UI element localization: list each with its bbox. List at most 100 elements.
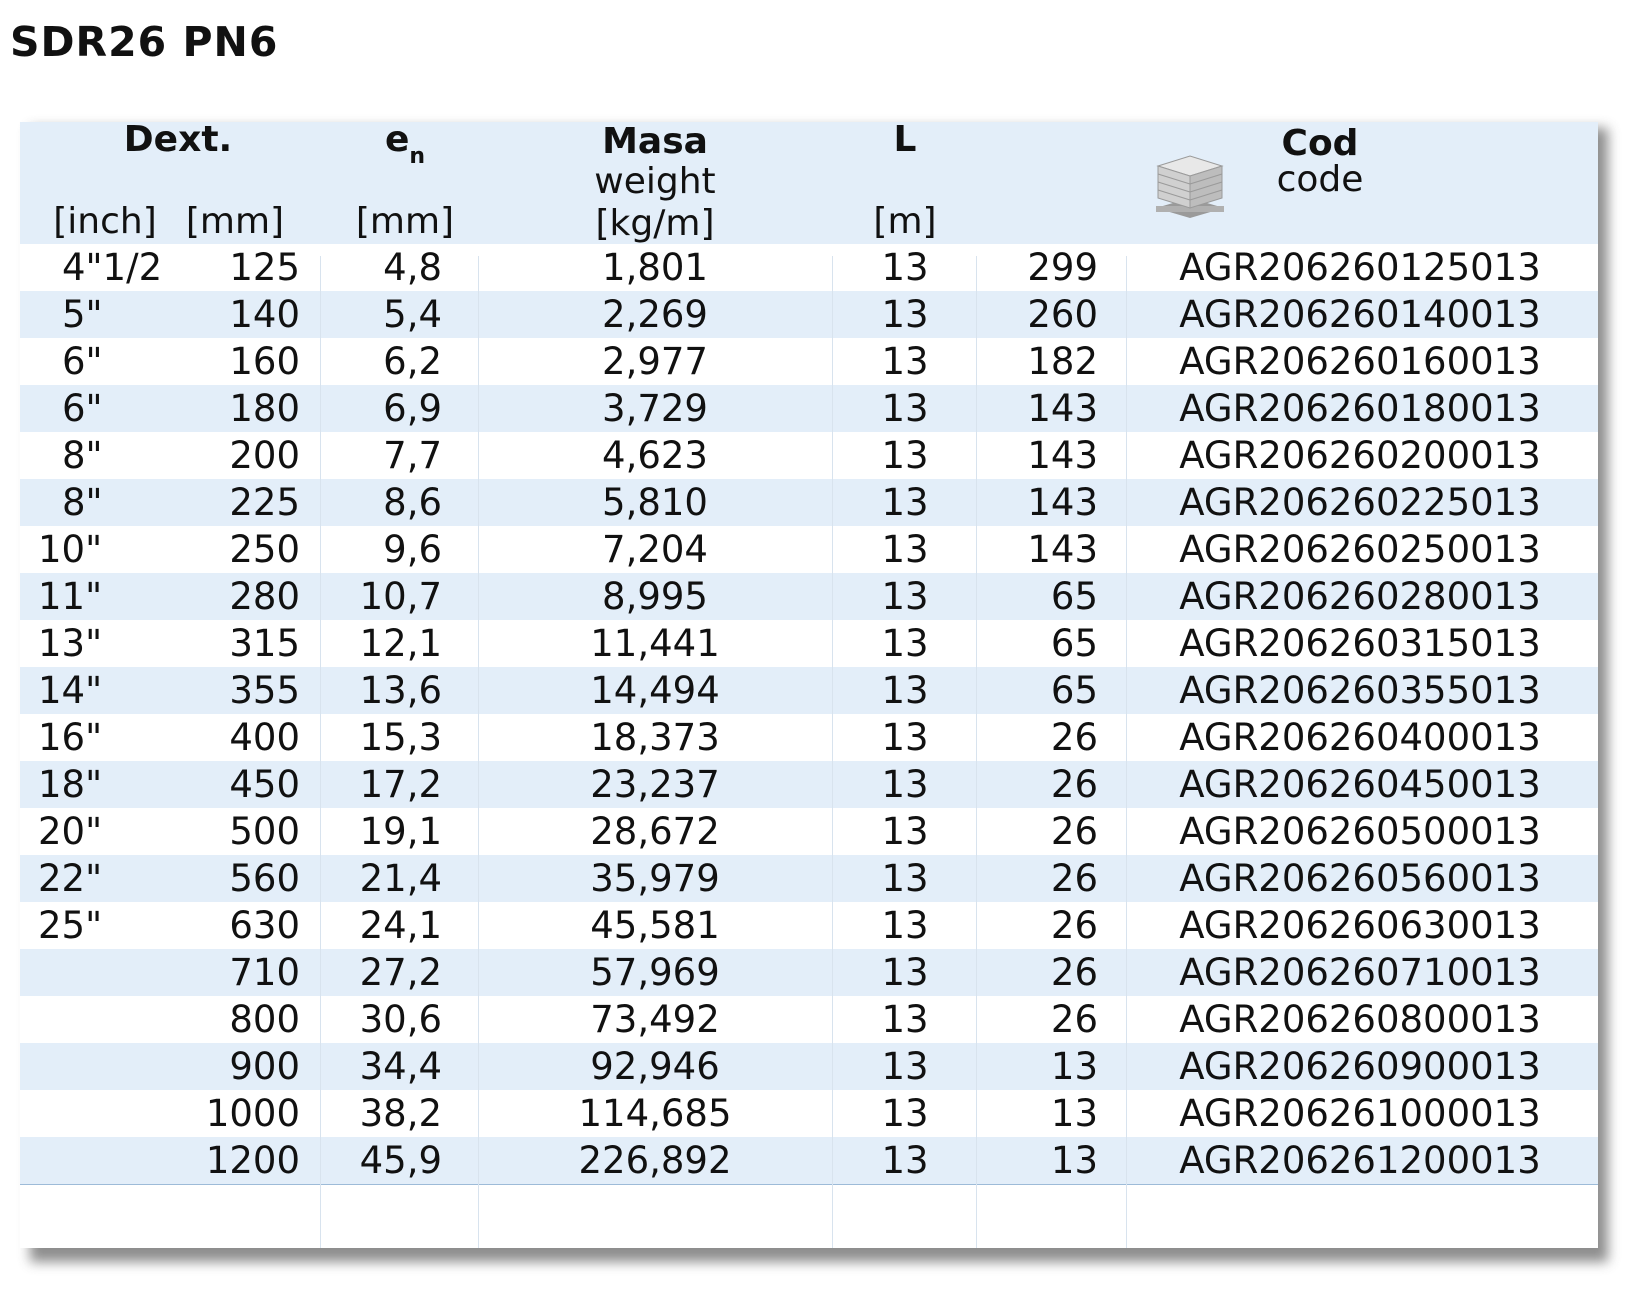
cell-en: 6,9 xyxy=(383,387,442,430)
cell-l: 13 xyxy=(881,622,929,665)
cell-qty: 26 xyxy=(1050,763,1098,806)
cell-code: AGR206260630013 xyxy=(1179,904,1541,947)
cell-en: 45,9 xyxy=(359,1139,442,1182)
header-en-main: e xyxy=(384,122,410,160)
cell-weight: 28,672 xyxy=(590,810,720,853)
cell-mm: 560 xyxy=(229,857,300,900)
header-l: L xyxy=(893,122,917,160)
cell-weight: 11,441 xyxy=(590,622,720,665)
cell-en: 12,1 xyxy=(359,622,442,665)
table-row: 11" 280 10,7 8,995 13 65 AGR206260280013 xyxy=(20,573,1598,621)
cell-code: AGR206260125013 xyxy=(1179,246,1541,289)
cell-mm: 1200 xyxy=(205,1139,300,1182)
cell-en: 19,1 xyxy=(359,810,442,853)
table-row: 710 27,2 57,969 13 26 AGR206260710013 xyxy=(20,949,1598,997)
cell-qty: 65 xyxy=(1050,622,1098,665)
cell-qty: 143 xyxy=(1027,387,1098,430)
cell-en: 34,4 xyxy=(359,1045,442,1088)
cell-mm: 900 xyxy=(229,1045,300,1088)
cell-qty: 299 xyxy=(1027,246,1098,289)
cell-inch: 13" xyxy=(38,622,103,665)
cell-mm: 140 xyxy=(229,293,300,336)
cell-inch: 8" xyxy=(62,481,103,524)
cell-qty: 65 xyxy=(1050,669,1098,712)
cell-l: 13 xyxy=(881,669,929,712)
cell-l: 13 xyxy=(881,951,929,994)
cell-mm: 200 xyxy=(229,434,300,477)
header-weight: weight xyxy=(594,161,716,202)
cell-mm: 500 xyxy=(229,810,300,853)
cell-l: 13 xyxy=(881,528,929,571)
cell-mm: 630 xyxy=(229,904,300,947)
column-divider xyxy=(832,256,833,1248)
cell-code: AGR206260180013 xyxy=(1179,387,1541,430)
cell-code: AGR206260900013 xyxy=(1179,1045,1541,1088)
cell-inch: 22" xyxy=(38,857,103,900)
table-row: 13" 315 12,1 11,441 13 65 AGR206260315013 xyxy=(20,620,1598,668)
table-row: 22" 560 21,4 35,979 13 26 AGR206260560013 xyxy=(20,855,1598,903)
cell-inch: 14" xyxy=(38,669,103,712)
table-row: 10" 250 9,6 7,204 13 143 AGR206260250013 xyxy=(20,526,1598,574)
cell-code: AGR206260160013 xyxy=(1179,340,1541,383)
table-row: 6" 180 6,9 3,729 13 143 AGR206260180013 xyxy=(20,385,1598,433)
table-row: 4"1/2 125 4,8 1,801 13 299 AGR206260125013 xyxy=(20,244,1598,292)
cell-mm: 800 xyxy=(229,998,300,1041)
cell-qty: 26 xyxy=(1050,857,1098,900)
cell-inch: 18" xyxy=(38,763,103,806)
cell-en: 8,6 xyxy=(383,481,442,524)
cell-weight: 92,946 xyxy=(590,1045,720,1088)
cell-qty: 26 xyxy=(1050,810,1098,853)
cell-inch xyxy=(38,949,182,996)
cell-code: AGR206260800013 xyxy=(1179,998,1541,1041)
cell-en: 24,1 xyxy=(359,904,442,947)
cell-qty: 13 xyxy=(1050,1092,1098,1135)
cell-mm: 355 xyxy=(229,669,300,712)
cell-code: AGR206260200013 xyxy=(1179,434,1541,477)
cell-inch: 4"1/2 xyxy=(62,246,163,289)
table-row: 8" 200 7,7 4,623 13 143 AGR206260200013 xyxy=(20,432,1598,480)
cell-mm: 180 xyxy=(229,387,300,430)
table-row: 20" 500 19,1 28,672 13 26 AGR206260500013 xyxy=(20,808,1598,856)
cell-en: 7,7 xyxy=(383,434,442,477)
cell-code: AGR206260140013 xyxy=(1179,293,1541,336)
cell-mm: 400 xyxy=(229,716,300,759)
header-inch-unit: [inch] xyxy=(53,201,157,242)
column-divider xyxy=(320,256,321,1248)
cell-qty: 13 xyxy=(1050,1139,1098,1182)
header-kgm-unit: [kg/m] xyxy=(595,203,715,244)
table-row: 14" 355 13,6 14,494 13 65 AGR206260355013 xyxy=(20,667,1598,715)
cell-l: 13 xyxy=(881,810,929,853)
cell-l: 13 xyxy=(881,716,929,759)
page-title: SDR26 PN6 xyxy=(10,18,279,66)
cell-qty: 26 xyxy=(1050,951,1098,994)
cell-en: 21,4 xyxy=(359,857,442,900)
cell-weight: 226,892 xyxy=(578,1139,732,1182)
header-en: en xyxy=(365,122,445,177)
cell-code: AGR206261200013 xyxy=(1179,1139,1541,1182)
cell-inch xyxy=(38,1043,182,1090)
table-row: 5" 140 5,4 2,269 13 260 AGR206260140013 xyxy=(20,291,1598,339)
column-divider xyxy=(976,256,977,1248)
cell-mm: 450 xyxy=(229,763,300,806)
cell-en: 15,3 xyxy=(359,716,442,759)
cell-l: 13 xyxy=(881,293,929,336)
cell-l: 13 xyxy=(881,904,929,947)
cell-l: 13 xyxy=(881,1045,929,1088)
cell-weight: 4,623 xyxy=(602,434,708,477)
cell-code: AGR206260500013 xyxy=(1179,810,1541,853)
cell-weight: 2,269 xyxy=(602,293,708,336)
cell-weight: 1,801 xyxy=(602,246,708,289)
cell-code: AGR206260710013 xyxy=(1179,951,1541,994)
cell-en: 6,2 xyxy=(383,340,442,383)
cell-en: 38,2 xyxy=(359,1092,442,1135)
table-row: 8" 225 8,6 5,810 13 143 AGR206260225013 xyxy=(20,479,1598,527)
header-en-unit: [mm] xyxy=(355,201,455,242)
cell-code: AGR206260250013 xyxy=(1179,528,1541,571)
cell-l: 13 xyxy=(881,1092,929,1135)
cell-en: 10,7 xyxy=(359,575,442,618)
cell-inch: 6" xyxy=(62,340,103,383)
cell-en: 9,6 xyxy=(383,528,442,571)
header-mm-unit: [mm] xyxy=(185,201,285,242)
cell-l: 13 xyxy=(881,575,929,618)
cell-qty: 26 xyxy=(1050,998,1098,1041)
